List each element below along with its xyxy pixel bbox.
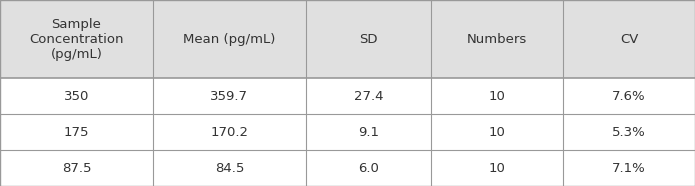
Text: 6.0: 6.0	[358, 161, 379, 174]
Text: 84.5: 84.5	[215, 161, 244, 174]
FancyBboxPatch shape	[563, 114, 695, 150]
FancyBboxPatch shape	[0, 78, 153, 114]
FancyBboxPatch shape	[431, 0, 563, 78]
FancyBboxPatch shape	[306, 150, 431, 186]
FancyBboxPatch shape	[431, 150, 563, 186]
Text: Sample
Concentration
(pg/mL): Sample Concentration (pg/mL)	[29, 17, 124, 61]
Text: 10: 10	[489, 126, 505, 139]
Text: 10: 10	[489, 90, 505, 103]
Text: 170.2: 170.2	[211, 126, 248, 139]
FancyBboxPatch shape	[0, 150, 153, 186]
Text: 359.7: 359.7	[211, 90, 248, 103]
Text: CV: CV	[620, 33, 638, 46]
FancyBboxPatch shape	[306, 0, 431, 78]
Text: 175: 175	[64, 126, 89, 139]
Text: 350: 350	[64, 90, 89, 103]
FancyBboxPatch shape	[563, 0, 695, 78]
Text: Mean (pg/mL): Mean (pg/mL)	[183, 33, 275, 46]
Text: SD: SD	[359, 33, 377, 46]
FancyBboxPatch shape	[563, 150, 695, 186]
FancyBboxPatch shape	[153, 0, 306, 78]
FancyBboxPatch shape	[153, 114, 306, 150]
Text: 87.5: 87.5	[62, 161, 91, 174]
FancyBboxPatch shape	[153, 150, 306, 186]
Text: Numbers: Numbers	[467, 33, 527, 46]
FancyBboxPatch shape	[306, 78, 431, 114]
FancyBboxPatch shape	[306, 114, 431, 150]
FancyBboxPatch shape	[431, 114, 563, 150]
Text: 10: 10	[489, 161, 505, 174]
FancyBboxPatch shape	[153, 78, 306, 114]
Text: 27.4: 27.4	[354, 90, 383, 103]
FancyBboxPatch shape	[0, 0, 153, 78]
Text: 7.1%: 7.1%	[612, 161, 646, 174]
Text: 7.6%: 7.6%	[612, 90, 646, 103]
FancyBboxPatch shape	[0, 114, 153, 150]
Text: 9.1: 9.1	[358, 126, 379, 139]
Text: 5.3%: 5.3%	[612, 126, 646, 139]
FancyBboxPatch shape	[563, 78, 695, 114]
FancyBboxPatch shape	[431, 78, 563, 114]
